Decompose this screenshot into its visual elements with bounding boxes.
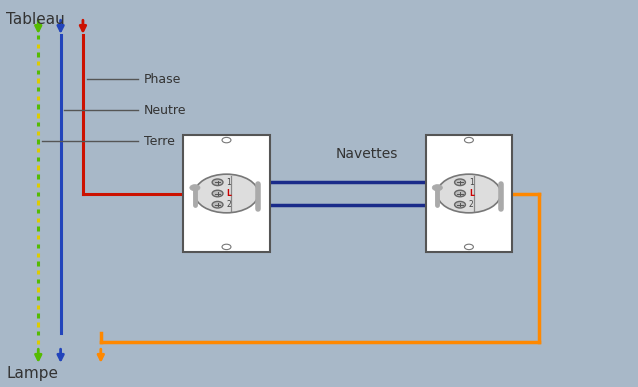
Circle shape (222, 137, 231, 143)
Text: Tableau: Tableau (6, 12, 65, 27)
Text: L: L (226, 189, 232, 198)
Text: 2: 2 (226, 200, 231, 209)
Text: 1: 1 (469, 178, 473, 187)
Text: Terre: Terre (144, 135, 174, 148)
FancyBboxPatch shape (184, 135, 269, 252)
Circle shape (455, 179, 466, 186)
Circle shape (464, 244, 473, 250)
Text: Lampe: Lampe (6, 366, 59, 381)
Text: Phase: Phase (144, 73, 181, 86)
Circle shape (189, 185, 200, 191)
Circle shape (212, 190, 223, 197)
Circle shape (464, 137, 473, 143)
Text: Neutre: Neutre (144, 104, 186, 117)
Circle shape (212, 179, 223, 186)
FancyBboxPatch shape (426, 135, 512, 252)
Circle shape (433, 185, 442, 191)
Circle shape (212, 201, 223, 208)
Circle shape (195, 174, 258, 213)
Circle shape (455, 201, 466, 208)
Circle shape (222, 244, 231, 250)
Text: L: L (469, 189, 474, 198)
Text: Navettes: Navettes (336, 147, 398, 161)
Circle shape (437, 174, 501, 213)
Text: 2: 2 (469, 200, 473, 209)
Text: 1: 1 (226, 178, 231, 187)
Circle shape (455, 190, 466, 197)
